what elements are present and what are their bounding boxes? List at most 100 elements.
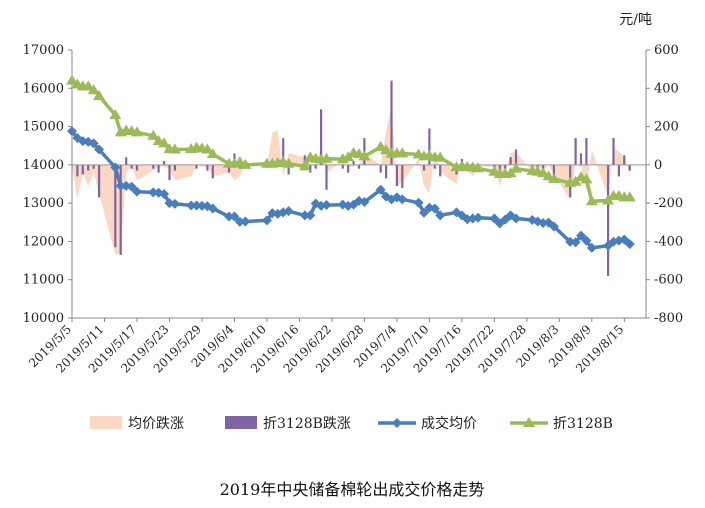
price-3128b-point bbox=[585, 195, 598, 206]
price-3128b-point bbox=[239, 158, 252, 169]
legend-label-avg: 成交均价 bbox=[421, 415, 477, 432]
left-tick-label: 14000 bbox=[23, 158, 64, 173]
avg-price-point bbox=[186, 200, 197, 211]
price-3128b-point bbox=[93, 89, 106, 100]
price-3128b-point bbox=[434, 151, 447, 162]
avg-price-point bbox=[67, 126, 77, 137]
bar-3128b-change bbox=[98, 164, 101, 198]
avg-price-point bbox=[397, 194, 408, 205]
avg-price-point bbox=[619, 234, 630, 245]
legend-label-bar: 折3128B跌涨 bbox=[263, 416, 351, 432]
right-tick-label: -600 bbox=[654, 273, 683, 288]
avg-price-point bbox=[570, 237, 581, 248]
bar-3128b-change bbox=[320, 109, 323, 165]
right-tick-label: 400 bbox=[654, 81, 679, 96]
price-3128b-point bbox=[206, 148, 219, 159]
bar-3128b-change bbox=[152, 164, 155, 169]
right-tick-label: 0 bbox=[654, 158, 662, 173]
legend-marker-avg bbox=[392, 418, 402, 428]
bar-3128b-change bbox=[309, 164, 312, 173]
bar-3128b-change bbox=[509, 157, 512, 165]
left-tick-label: 11000 bbox=[23, 273, 64, 288]
avg-price-point bbox=[229, 211, 240, 222]
avg-price-point bbox=[159, 188, 170, 199]
avg-price-point bbox=[586, 242, 597, 253]
price-3128b-point bbox=[358, 150, 371, 161]
avg-price-point bbox=[261, 215, 272, 226]
bar-3128b-change bbox=[163, 161, 166, 165]
avg-price-point bbox=[126, 181, 137, 192]
price-3128b-point bbox=[147, 129, 160, 140]
bar-3128b-change bbox=[514, 149, 518, 165]
bar-3128b-change bbox=[211, 164, 214, 179]
area-layer bbox=[72, 107, 630, 255]
avg-price-line bbox=[70, 130, 631, 250]
avg-price-point bbox=[581, 235, 592, 246]
bar-3128b-change bbox=[585, 138, 588, 165]
bar-3128b-change bbox=[125, 157, 128, 165]
bar-3128b-change bbox=[206, 164, 209, 171]
left-tick-label: 16000 bbox=[23, 81, 64, 96]
bar-3128b-change bbox=[81, 164, 84, 175]
avg-price-point bbox=[148, 187, 159, 198]
bar-3128b-change bbox=[612, 138, 615, 165]
price-3128b-point bbox=[82, 80, 95, 91]
bar-3128b-change bbox=[341, 164, 344, 169]
bar-3128b-change bbox=[314, 164, 317, 169]
price-3128b-point bbox=[66, 74, 78, 85]
avg-price-point bbox=[88, 138, 99, 149]
bar-3128b-change bbox=[379, 164, 382, 173]
avg-price-point bbox=[576, 230, 587, 241]
legend-label-3128b: 折3128B bbox=[553, 416, 613, 432]
axes-layer bbox=[68, 49, 650, 322]
price-3128b-point bbox=[158, 137, 171, 148]
bar-3128b-change bbox=[628, 164, 631, 171]
line-layer bbox=[66, 74, 636, 253]
avg-price-point bbox=[115, 180, 126, 191]
bar-3128b-change bbox=[357, 164, 361, 169]
bar-3128b-change bbox=[227, 164, 231, 173]
right-tick-label: -800 bbox=[654, 311, 683, 326]
avg-price-point bbox=[234, 216, 245, 227]
bar-3128b-change bbox=[119, 164, 122, 255]
chart-title: 2019年中央储备棉轮出成交价格走势 bbox=[220, 480, 485, 499]
bar-3128b-change bbox=[401, 164, 404, 188]
right-axis-unit-label: 元/吨 bbox=[619, 12, 652, 28]
price-3128b-point bbox=[510, 162, 523, 173]
bar-3128b-change bbox=[168, 164, 171, 181]
right-tick-label: 200 bbox=[654, 120, 679, 135]
avg-price-point bbox=[283, 206, 294, 217]
bar-3128b-change bbox=[504, 164, 507, 169]
right-tick-label: -200 bbox=[654, 196, 683, 211]
avg-price-point bbox=[435, 210, 446, 221]
avg-price-point bbox=[375, 184, 386, 195]
avg-price-point bbox=[169, 198, 180, 209]
left-tick-label: 15000 bbox=[23, 120, 64, 135]
bar-3128b-change bbox=[157, 164, 160, 173]
avg-price-point bbox=[196, 200, 207, 211]
avg-price-point bbox=[538, 218, 549, 229]
bar-3128b-change bbox=[552, 164, 555, 181]
avg-price-point bbox=[207, 203, 218, 214]
bar-3128b-change bbox=[87, 164, 90, 171]
avg-price-point bbox=[489, 213, 500, 224]
bar-3128b-change bbox=[422, 164, 426, 171]
bar-3128b-change bbox=[542, 164, 545, 169]
price-3128b-point bbox=[623, 191, 636, 202]
avg-price-point bbox=[191, 200, 202, 211]
left-tick-label: 17000 bbox=[23, 43, 64, 58]
bar-3128b-change bbox=[303, 155, 306, 165]
price-3128b-point bbox=[580, 173, 593, 184]
price-3128b-point bbox=[547, 173, 560, 184]
avg-price-point bbox=[624, 239, 635, 250]
bar-3128b-change bbox=[347, 164, 350, 173]
price-3128b-point bbox=[168, 143, 181, 154]
bar-3128b-change bbox=[287, 164, 290, 175]
price-3128b-point bbox=[282, 157, 295, 168]
avg-price-point bbox=[359, 196, 370, 207]
bar-3128b-change bbox=[195, 164, 198, 169]
bar-3128b-change bbox=[623, 155, 626, 165]
bar-3128b-change bbox=[385, 164, 388, 179]
bar-3128b-change bbox=[135, 164, 139, 171]
